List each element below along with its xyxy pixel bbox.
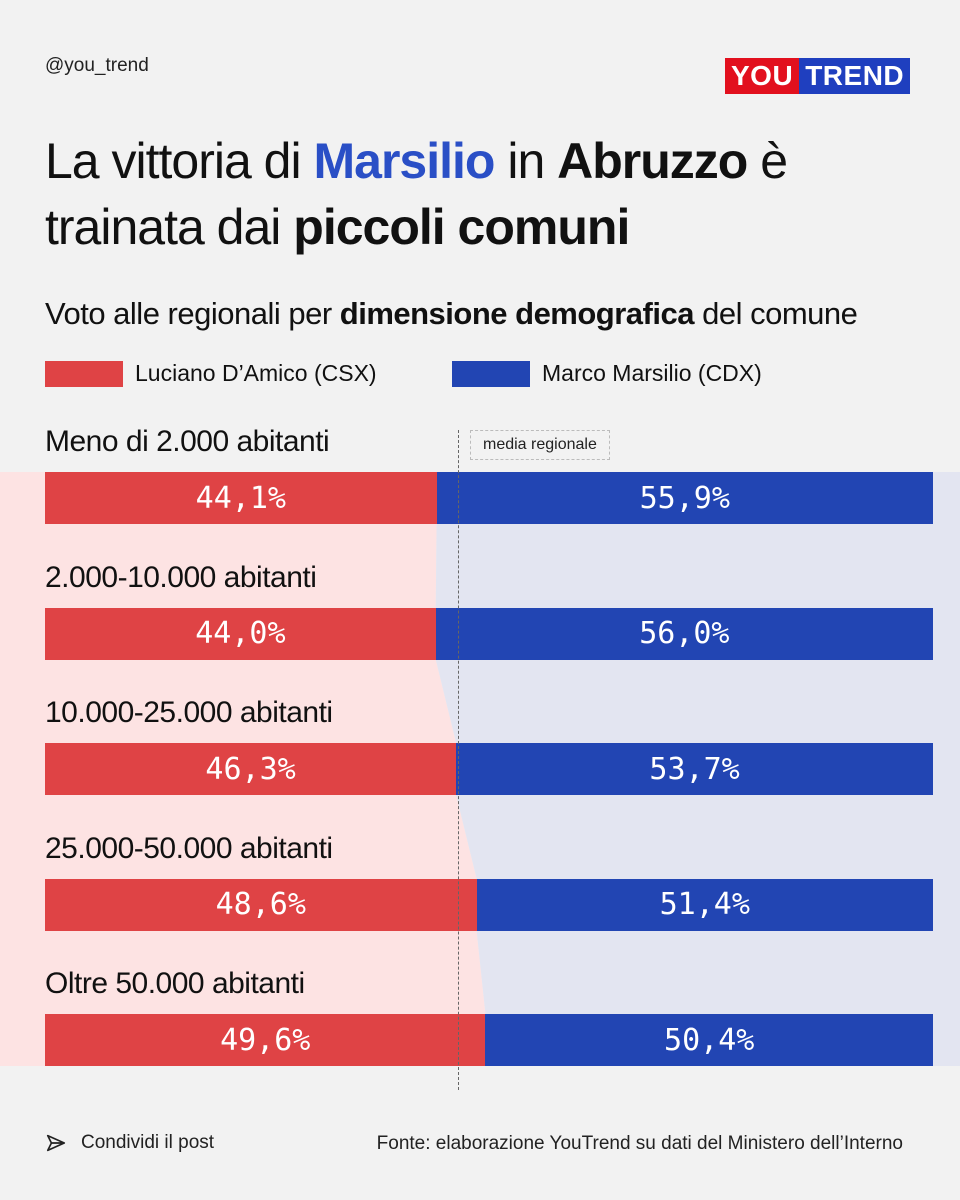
bar-value-label: 46,3% [205, 751, 296, 787]
title-part-3: in [494, 133, 558, 189]
category-label: Meno di 2.000 abitanti [45, 425, 330, 458]
bar-value-label: 53,7% [649, 751, 740, 787]
bar-damico: 44,0% [45, 607, 436, 660]
bar-marsilio: 53,7% [456, 743, 933, 795]
source-note: Fonte: elaborazione YouTrend su dati del… [376, 1133, 903, 1154]
bar-value-label: 51,4% [659, 887, 750, 922]
category-label: Oltre 50.000 abitanti [45, 967, 305, 1000]
logo-trend: TREND [799, 58, 911, 94]
title-part-1: La vittoria di [45, 133, 314, 189]
logo-you: YOU [725, 58, 800, 94]
regional-average-line [458, 430, 459, 1090]
category-label: 25.000-50.000 abitanti [45, 831, 333, 865]
legend-item-marsilio: Marco Marsilio (CDX) [452, 360, 762, 387]
category-label: 10.000-25.000 abitanti [45, 696, 333, 729]
share-post-label: Condividi il post [81, 1132, 215, 1153]
bar-damico: 48,6% [45, 878, 477, 931]
social-handle: @you_trend [45, 55, 149, 76]
bar-value-label: 44,1% [195, 480, 286, 516]
bar-value-label: 48,6% [215, 887, 306, 922]
title-part-5: è trainata dai [45, 133, 788, 255]
bar-value-label: 44,0% [195, 616, 286, 651]
legend-label-damico: Luciano D’Amico (CSX) [135, 360, 377, 386]
share-post-button[interactable]: Condividi il post [45, 1132, 214, 1154]
youtrend-logo: YOU TREND [725, 58, 911, 94]
regional-average-label: media regionale [470, 430, 610, 460]
title-marsilio: Marsilio [313, 133, 495, 189]
legend-item-damico: Luciano D’Amico (CSX) [45, 360, 377, 387]
category-label: 2.000-10.000 abitanti [45, 560, 317, 594]
bar-marsilio: 50,4% [485, 1014, 933, 1066]
legend-swatch-blue [452, 360, 530, 387]
bar-marsilio: 51,4% [476, 878, 933, 931]
subtitle-part-1: Voto alle regionali per [45, 296, 340, 331]
bar-marsilio: 55,9% [436, 472, 933, 524]
bar-marsilio: 56,0% [435, 607, 933, 660]
legend-label-marsilio: Marco Marsilio (CDX) [542, 360, 762, 386]
title-abruzzo: Abruzzo [557, 133, 748, 189]
bar-damico: 46,3% [45, 743, 457, 795]
send-icon [46, 1134, 66, 1152]
legend-swatch-red [45, 360, 123, 387]
bar-value-label: 49,6% [220, 1022, 311, 1058]
bar-damico: 44,1% [45, 472, 437, 524]
bar-value-label: 56,0% [639, 616, 730, 651]
title-piccoli-comuni: piccoli comuni [293, 199, 630, 255]
bar-damico: 49,6% [45, 1014, 486, 1066]
bar-value-label: 50,4% [664, 1022, 755, 1058]
subtitle-bold: dimensione demografica [339, 296, 695, 331]
bar-value-label: 55,9% [639, 480, 730, 516]
chart-subtitle: Voto alle regionali per dimensione demog… [45, 296, 858, 332]
page-title: La vittoria di Marsilio in Abruzzo è tra… [45, 128, 925, 260]
subtitle-part-3: del comune [693, 296, 858, 331]
